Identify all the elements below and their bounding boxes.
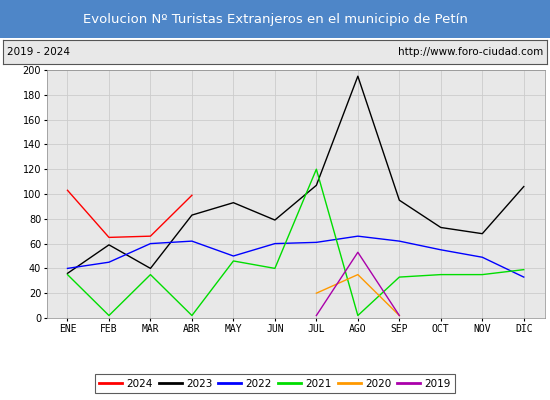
2023 <box>272 218 278 222</box>
2022 <box>106 260 112 265</box>
2020 <box>313 291 320 296</box>
2021 <box>396 275 403 280</box>
2024 <box>147 234 154 238</box>
2023 <box>520 184 527 189</box>
2022 <box>355 234 361 238</box>
2024 <box>64 188 71 193</box>
Line: 2021: 2021 <box>68 169 524 316</box>
2021 <box>230 258 236 263</box>
2022 <box>64 266 71 271</box>
Text: 2019 - 2024: 2019 - 2024 <box>7 47 70 57</box>
2023 <box>230 200 236 205</box>
Legend: 2024, 2023, 2022, 2021, 2020, 2019: 2024, 2023, 2022, 2021, 2020, 2019 <box>95 374 455 393</box>
Text: Evolucion Nº Turistas Extranjeros en el municipio de Petín: Evolucion Nº Turistas Extranjeros en el … <box>82 12 468 26</box>
2024 <box>106 235 112 240</box>
2020 <box>396 313 403 318</box>
2023 <box>355 74 361 78</box>
2019 <box>355 250 361 255</box>
2023 <box>396 198 403 202</box>
2021 <box>437 272 444 277</box>
2022 <box>147 241 154 246</box>
2023 <box>189 213 195 218</box>
2021 <box>106 313 112 318</box>
2021 <box>189 313 195 318</box>
2022 <box>479 255 486 260</box>
2021 <box>64 272 71 277</box>
Line: 2023: 2023 <box>68 76 524 273</box>
Line: 2020: 2020 <box>316 274 399 316</box>
2021 <box>520 267 527 272</box>
2022 <box>189 239 195 244</box>
2020 <box>355 272 361 277</box>
2023 <box>479 231 486 236</box>
2023 <box>313 183 320 188</box>
Line: 2022: 2022 <box>68 236 524 277</box>
Line: 2024: 2024 <box>68 190 192 238</box>
2022 <box>520 275 527 280</box>
2021 <box>147 272 154 277</box>
2023 <box>147 266 154 271</box>
2022 <box>437 247 444 252</box>
2021 <box>479 272 486 277</box>
Text: http://www.foro-ciudad.com: http://www.foro-ciudad.com <box>398 47 543 57</box>
2021 <box>355 313 361 318</box>
2021 <box>272 266 278 271</box>
Line: 2019: 2019 <box>316 252 399 316</box>
2023 <box>64 271 71 276</box>
2022 <box>272 241 278 246</box>
2022 <box>230 254 236 258</box>
2023 <box>106 242 112 247</box>
2019 <box>313 313 320 318</box>
2022 <box>313 240 320 245</box>
2021 <box>313 167 320 172</box>
2019 <box>396 313 403 318</box>
2023 <box>437 225 444 230</box>
2022 <box>396 239 403 244</box>
2024 <box>189 193 195 198</box>
